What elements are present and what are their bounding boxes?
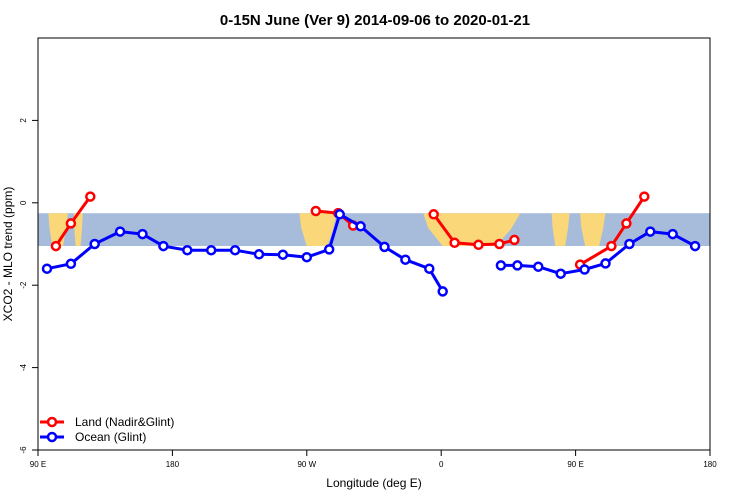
data-point — [428, 209, 439, 220]
y-tick-label: 0 — [19, 200, 28, 205]
x-tick-label: 180 — [166, 460, 180, 469]
series-land — [50, 191, 650, 270]
y-tick-label: -6 — [19, 446, 28, 454]
data-point — [437, 286, 448, 297]
series-line — [579, 195, 646, 266]
legend-label: Land (Nadir&Glint) — [75, 415, 174, 429]
data-point — [600, 258, 611, 269]
data-point — [509, 234, 520, 246]
data-point — [667, 228, 678, 240]
land-region — [423, 213, 521, 247]
data-point — [645, 226, 656, 237]
x-tick-label: 180 — [703, 460, 717, 469]
x-tick-label: 0 — [439, 460, 444, 469]
data-point — [323, 244, 335, 255]
data-point — [301, 251, 313, 263]
data-point — [334, 209, 345, 220]
data-point — [182, 244, 193, 256]
data-point — [229, 244, 241, 256]
x-tick-label: 90 W — [297, 460, 316, 469]
legend-label: Ocean (Glint) — [75, 430, 146, 444]
y-tick-label: 2 — [19, 118, 28, 123]
data-point — [310, 205, 322, 217]
legend-item: Land (Nadir&Glint) — [40, 415, 174, 429]
data-point — [624, 238, 635, 250]
data-point — [639, 191, 650, 202]
land-region — [73, 213, 83, 247]
data-point — [533, 261, 544, 272]
world-map-band — [38, 213, 710, 247]
data-point — [65, 258, 77, 270]
legend-item: Ocean (Glint) — [40, 430, 146, 444]
data-point — [205, 244, 217, 256]
data-point — [555, 268, 566, 279]
legend-marker — [46, 416, 58, 428]
x-tick-label: 90 E — [567, 460, 583, 469]
y-tick-label: -4 — [19, 363, 28, 371]
data-point — [606, 240, 617, 252]
land-region — [551, 213, 570, 247]
data-point — [253, 249, 265, 260]
data-point — [50, 240, 62, 252]
legend: Land (Nadir&Glint)Ocean (Glint) — [40, 415, 174, 444]
x-axis: 90 E 180 90 W 0 90 E 180 — [30, 450, 717, 469]
land-region — [580, 213, 606, 247]
y-axis: -6 -4 -2 0 2 — [19, 118, 38, 454]
x-tick-label: 90 E — [30, 460, 46, 469]
series-line — [500, 230, 696, 276]
data-point — [41, 263, 53, 274]
data-point — [689, 240, 701, 252]
data-point — [85, 191, 96, 202]
x-axis-label: Longitude (deg E) — [326, 476, 421, 490]
data-point — [355, 221, 366, 232]
plot-frame — [37, 37, 711, 451]
data-point — [473, 239, 484, 251]
data-point — [89, 238, 100, 250]
data-point — [114, 226, 126, 237]
data-point — [137, 228, 148, 240]
y-tick-label: -2 — [19, 281, 28, 289]
data-point — [495, 260, 507, 271]
data-point — [621, 218, 632, 229]
chart-title: 0-15N June (Ver 9) 2014-09-06 to 2020-01… — [220, 12, 530, 29]
data-point — [449, 237, 460, 249]
series-ocean — [41, 209, 701, 297]
data-point — [65, 218, 77, 229]
legend-marker — [46, 431, 58, 443]
data-point — [512, 260, 523, 271]
data-point — [400, 254, 411, 265]
data-point — [158, 240, 169, 252]
data-point — [379, 241, 390, 253]
data-point — [579, 264, 590, 275]
y-axis-label: XCO2 - MLO trend (ppm) — [1, 187, 15, 322]
data-point — [277, 249, 289, 260]
ocean-band — [38, 213, 710, 247]
land-region — [299, 213, 337, 247]
series-layer — [41, 191, 701, 297]
data-point — [424, 263, 435, 274]
data-point — [494, 238, 505, 250]
